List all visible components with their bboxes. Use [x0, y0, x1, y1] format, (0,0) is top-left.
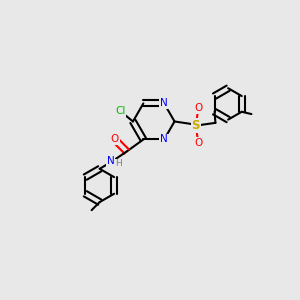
Text: Cl: Cl [115, 106, 125, 116]
Text: O: O [195, 103, 203, 113]
Text: H: H [116, 160, 122, 169]
Text: S: S [191, 119, 200, 132]
Text: N: N [160, 98, 168, 109]
Text: N: N [160, 134, 168, 145]
Text: O: O [195, 138, 203, 148]
Text: N: N [107, 156, 114, 166]
Text: O: O [111, 134, 119, 144]
